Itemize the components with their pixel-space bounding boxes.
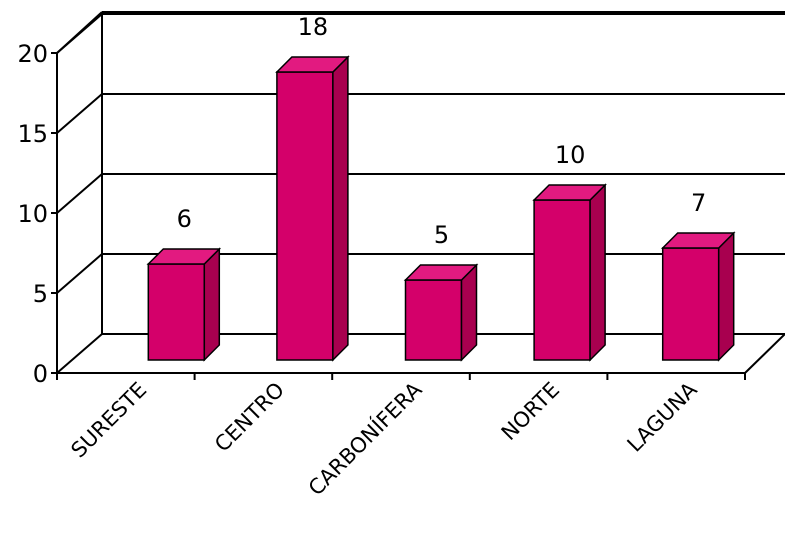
bar — [532, 183, 607, 362]
y-tick-label: 20 — [17, 40, 48, 68]
bar-top — [275, 56, 350, 73]
bar — [275, 55, 350, 362]
floor-left-edge — [56, 333, 103, 374]
bar-side — [717, 231, 735, 362]
data-label: 6 — [177, 205, 192, 233]
bar-side — [589, 183, 606, 362]
x-tick-label: CARBONÍFERA — [303, 376, 427, 500]
bar — [146, 247, 222, 362]
data-label: 5 — [434, 221, 449, 249]
gridline — [56, 93, 785, 134]
bar-front — [533, 199, 591, 361]
data-label: 10 — [555, 141, 586, 169]
floor-right-edge — [744, 333, 785, 374]
y-tick-label: 15 — [17, 120, 48, 148]
x-tick-label: CENTRO — [210, 378, 289, 457]
bar-top — [146, 248, 222, 265]
x-axis: SURESTE CENTRO CARBONÍFERA NORTE LAGUNA — [56, 372, 746, 500]
bar-front — [276, 71, 334, 361]
x-tick-label: NORTE — [497, 378, 564, 445]
bar-front — [147, 263, 206, 361]
bar-side — [203, 247, 221, 362]
y-axis: 0 5 10 15 20 — [17, 40, 58, 388]
bar-front — [404, 279, 463, 361]
bar-front — [661, 247, 720, 361]
y-tick-label: 0 — [33, 360, 48, 388]
gridline — [56, 13, 785, 54]
gridline — [56, 173, 785, 214]
bar-top — [532, 184, 607, 201]
bar-top — [403, 264, 479, 281]
bar-side — [460, 263, 478, 362]
y-tick-label: 5 — [33, 280, 48, 308]
bars — [146, 55, 736, 362]
bar-top — [660, 232, 736, 249]
data-labels: 6 18 5 10 7 — [177, 13, 707, 249]
bar — [403, 263, 479, 362]
x-tick-label: LAGUNA — [623, 377, 703, 457]
y-tick-label: 10 — [17, 200, 48, 228]
data-label: 18 — [298, 13, 329, 41]
x-tick-label: SURESTE — [66, 378, 151, 463]
bar-side — [332, 55, 349, 362]
data-label: 7 — [691, 189, 706, 217]
bar — [660, 231, 736, 362]
